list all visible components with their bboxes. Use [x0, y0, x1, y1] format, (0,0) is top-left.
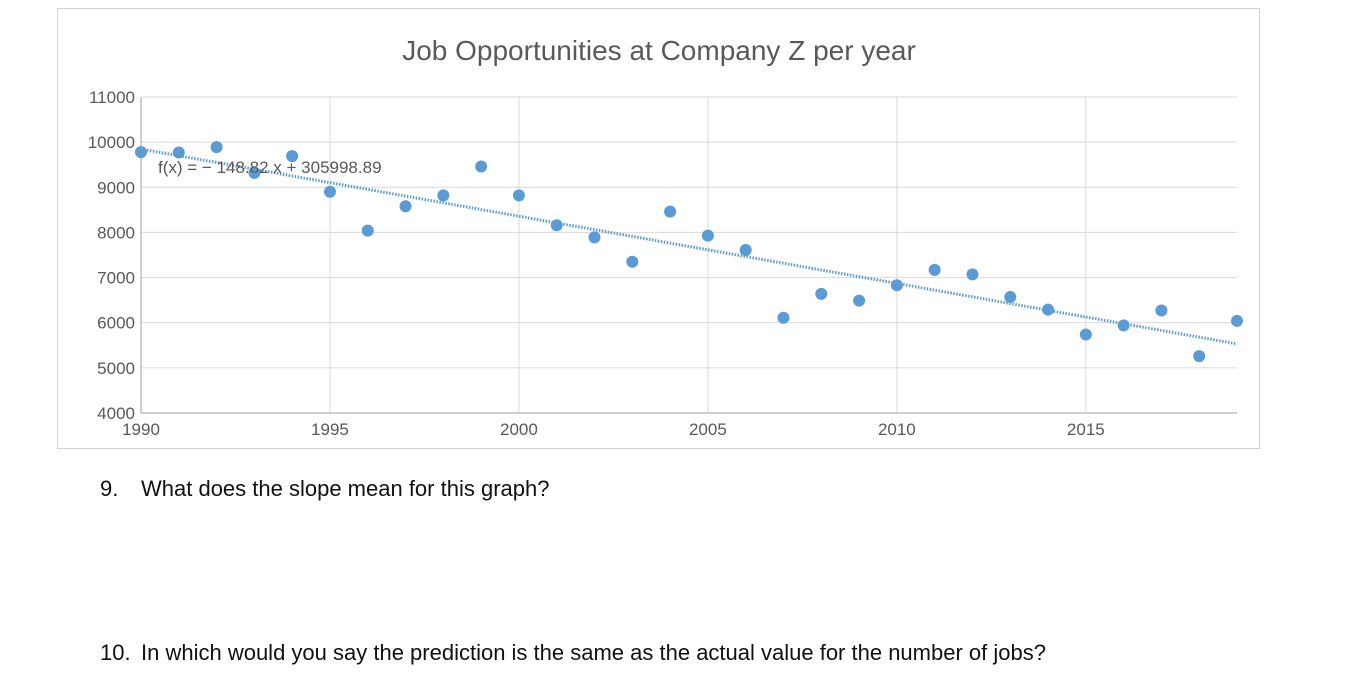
y-tick-label: 9000 — [97, 178, 135, 197]
data-point — [701, 229, 714, 242]
data-point — [815, 287, 828, 300]
x-tick-label: 2005 — [689, 420, 727, 439]
data-point — [966, 268, 979, 281]
data-point — [399, 200, 412, 213]
data-point — [664, 205, 677, 218]
x-tick-label: 1995 — [311, 420, 349, 439]
y-tick-label: 8000 — [97, 223, 135, 242]
data-point — [1231, 314, 1243, 327]
question-10: 10. In which would you say the prediction… — [100, 640, 1046, 666]
x-tick-label: 2000 — [500, 420, 538, 439]
data-point — [890, 279, 903, 292]
data-point — [135, 146, 147, 159]
y-tick-label: 11000 — [89, 88, 135, 107]
trendline-equation: f(x) = − 148.82 x + 305998.89 — [158, 158, 382, 177]
question-number: 10. — [100, 640, 131, 665]
y-tick-label: 6000 — [97, 314, 135, 333]
data-point — [361, 224, 374, 237]
data-point — [1117, 319, 1130, 332]
y-tick-label: 4000 — [97, 404, 135, 423]
question-text: In which would you say the prediction is… — [141, 640, 1046, 665]
chart-title: Job Opportunities at Company Z per year — [402, 35, 916, 66]
question-9: 9. What does the slope mean for this grap… — [100, 476, 549, 502]
data-point — [286, 150, 299, 163]
data-point — [588, 231, 601, 244]
data-point — [928, 263, 941, 276]
y-tick-label: 7000 — [97, 269, 135, 288]
data-point — [1079, 328, 1092, 341]
gridlines — [141, 96, 1237, 413]
data-point — [1155, 304, 1168, 317]
data-point — [853, 294, 866, 307]
trendline-group — [140, 147, 1238, 346]
y-tick-label: 10000 — [88, 133, 135, 152]
data-point — [777, 311, 790, 324]
data-point — [1004, 290, 1017, 303]
data-point — [475, 160, 488, 173]
question-text: What does the slope mean for this graph? — [141, 476, 550, 501]
data-point — [210, 141, 223, 154]
data-points — [135, 141, 1243, 363]
data-point — [626, 255, 639, 268]
x-tick-label: 1990 — [122, 420, 160, 439]
chart-frame: Job Opportunities at Company Z per year … — [57, 8, 1260, 449]
data-point — [1193, 350, 1206, 363]
data-point — [437, 189, 450, 202]
x-tick-label: 2010 — [878, 420, 916, 439]
data-point — [1042, 303, 1055, 316]
data-point — [550, 219, 563, 232]
y-tick-label: 5000 — [97, 359, 135, 378]
trendline — [140, 147, 1238, 346]
data-point — [248, 166, 261, 179]
question-number: 9. — [100, 476, 119, 501]
axes: 4000 5000 6000 7000 8000 9000 10000 11000 1990 19… — [88, 88, 1237, 439]
data-point — [739, 244, 752, 257]
data-point — [512, 189, 525, 202]
x-tick-label: 2015 — [1067, 420, 1105, 439]
scatter-chart: Job Opportunities at Company Z per year … — [88, 35, 1243, 439]
data-point — [172, 146, 185, 159]
data-point — [323, 185, 336, 198]
